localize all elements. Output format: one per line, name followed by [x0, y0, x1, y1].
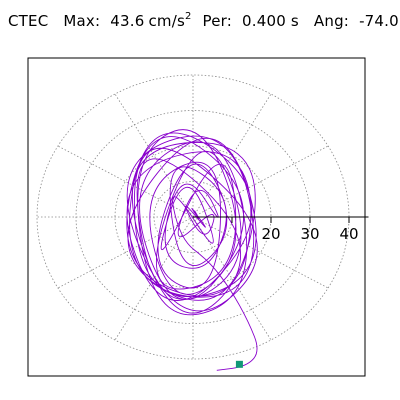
max-label: Max:: [63, 12, 101, 30]
ang-value: -74.0: [359, 12, 399, 30]
station-code: CTEC: [8, 12, 49, 30]
max-unit-exponent: 2: [184, 11, 192, 22]
grid-spoke-240: [114, 216, 194, 341]
radial-axis: 20 30 40: [193, 216, 369, 243]
max-unit: cm/s: [148, 12, 185, 30]
radial-tick-label-30: 30: [300, 225, 319, 243]
per-value: 0.400 s: [242, 12, 299, 30]
grid-spoke-210: [57, 216, 194, 289]
end-point-marker: [235, 360, 243, 368]
end-marker: [235, 360, 243, 368]
trace-line: [126, 129, 258, 371]
grid-spoke-120: [114, 93, 194, 218]
radial-tick-label-40: 40: [339, 225, 358, 243]
max-value: 43.6: [110, 12, 145, 30]
per-label: Per:: [202, 12, 232, 30]
motion-trace: [126, 129, 258, 371]
grid-spoke-330: [192, 216, 329, 289]
ang-label: Ang:: [313, 12, 350, 30]
radial-tick-label-20: 20: [261, 225, 280, 243]
chart-header: CTEC Max: 43.6 cm/s2 Per: 0.400 s Ang: -74.0: [8, 11, 400, 30]
grid-spoke-30: [192, 145, 329, 218]
